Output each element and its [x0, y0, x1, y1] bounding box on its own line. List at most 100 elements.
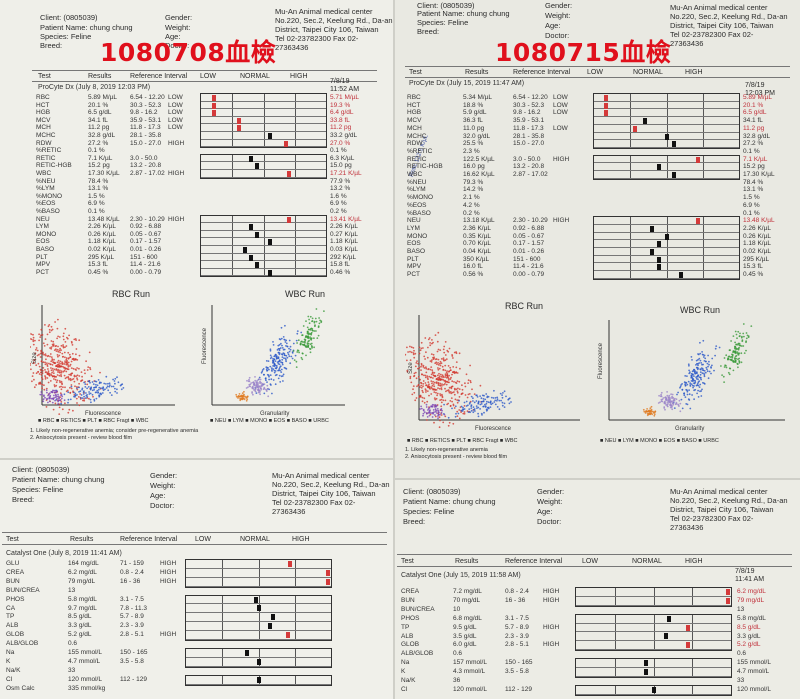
scatter-point — [454, 405, 457, 408]
scatter-point — [265, 388, 267, 391]
prior-value: 32.8 g/dL — [743, 132, 771, 140]
scatter-point — [50, 367, 52, 369]
scatter-point — [426, 419, 428, 421]
col-test: Test — [6, 536, 19, 543]
test-result: 1.18 K/µL — [88, 238, 116, 246]
scatter-point — [430, 366, 433, 368]
scatter-point — [472, 400, 474, 402]
scatter-point — [481, 394, 484, 397]
test-name: %NEU — [407, 178, 427, 186]
scatter-point — [47, 370, 50, 373]
reference-interval: 3.1 - 7.5 — [120, 595, 144, 603]
breed-label: Breed: — [403, 517, 426, 526]
scatter-point — [51, 375, 54, 378]
scatter-point — [101, 387, 104, 390]
scatter-point — [740, 361, 743, 364]
result-marker — [256, 658, 261, 665]
scatter-point — [643, 410, 646, 413]
breed-label: Breed: — [417, 27, 440, 36]
scatter-point — [694, 388, 697, 391]
patient-label: Patient Name: chung chung — [12, 475, 105, 484]
scatter-point — [436, 410, 438, 412]
scatter-point — [699, 377, 702, 379]
test-name: WBC — [407, 171, 423, 178]
scatter-point — [698, 380, 701, 383]
scatter-point — [440, 362, 443, 365]
scatter-point — [45, 389, 48, 392]
scatter-point — [691, 359, 693, 361]
scatter-point — [98, 386, 101, 389]
scatter-point — [740, 336, 743, 339]
scatter-point — [438, 375, 441, 377]
test-name: PHOS — [6, 595, 25, 603]
col-low: LOW — [200, 73, 216, 80]
scatter-point — [281, 358, 284, 361]
scatter-point — [41, 376, 43, 379]
scatter-point — [78, 367, 80, 370]
scatter-point — [55, 384, 58, 387]
clinic-line-5: 27363436 — [670, 39, 704, 48]
scatter-point — [658, 394, 660, 397]
scatter-point — [423, 355, 426, 358]
note-1: 1. Likely non-regenerative anemia — [405, 447, 488, 453]
scatter-point — [273, 362, 276, 365]
scatter-point — [89, 398, 92, 401]
rbc-run-title: RBC Run — [505, 301, 544, 311]
scatter-point — [470, 395, 473, 398]
scatter-point — [100, 381, 102, 384]
scatter-point — [480, 397, 483, 400]
prior-value: 155 mmol/L — [737, 659, 771, 667]
scatter-point — [40, 328, 43, 331]
test-result: 11.2 pg — [88, 124, 110, 132]
scatter-point — [428, 410, 431, 412]
scatter-point — [42, 351, 44, 354]
scatter-point — [739, 332, 741, 335]
scatter-point — [39, 368, 42, 371]
reference-interval: 6.54 - 12.20 — [513, 94, 548, 101]
scatter-point — [278, 338, 281, 340]
scatter-point — [289, 348, 292, 351]
report-catalyst-july15: Client: (0805039) Patient Name: chung ch… — [395, 480, 800, 699]
scatter-point — [40, 373, 43, 376]
scatter-point — [420, 365, 422, 368]
clinic-line-4: Tel 02-23782300 Fax 02- — [670, 514, 754, 523]
scatter-point — [307, 333, 310, 336]
scatter-point — [707, 365, 709, 368]
prior-value: 5.8 mg/dL — [737, 614, 766, 622]
scatter-point — [465, 373, 468, 376]
scatter-point — [426, 377, 429, 379]
scatter-point — [282, 373, 285, 376]
scatter-point — [737, 330, 740, 333]
scatter-point — [58, 386, 61, 388]
weight-label: Weight: — [165, 23, 191, 32]
scatter-point — [473, 393, 476, 395]
note-2: 2. Anisocytosis present - review blood f… — [30, 435, 133, 441]
scatter-point — [50, 373, 52, 376]
scatter-point — [725, 366, 728, 369]
scatter-point — [30, 338, 33, 341]
scatter-point — [417, 362, 419, 365]
scatter-point — [444, 354, 447, 356]
scatter-point — [435, 405, 437, 408]
col-results: Results — [70, 536, 94, 543]
scatter-point — [486, 400, 488, 403]
result-flag: HIGH — [543, 623, 560, 631]
scatter-point — [439, 394, 442, 397]
scatter-point — [498, 399, 501, 402]
scatter-point — [317, 326, 320, 329]
scatter-point — [456, 415, 459, 417]
scatter-point — [285, 360, 287, 363]
scatter-point — [456, 390, 459, 393]
scatter-point — [279, 369, 281, 372]
scatter-point — [435, 358, 438, 360]
scatter-point — [706, 368, 708, 371]
scatter-point — [313, 321, 316, 324]
result-marker — [286, 216, 291, 223]
test-result: 79.3 % — [463, 178, 484, 186]
prior-date: 7/8/19 — [745, 82, 765, 89]
scatter-point — [460, 411, 462, 413]
scatter-point — [500, 399, 502, 402]
scatter-point — [729, 349, 731, 351]
scatter-point — [706, 370, 709, 373]
scatter-point — [30, 333, 33, 335]
